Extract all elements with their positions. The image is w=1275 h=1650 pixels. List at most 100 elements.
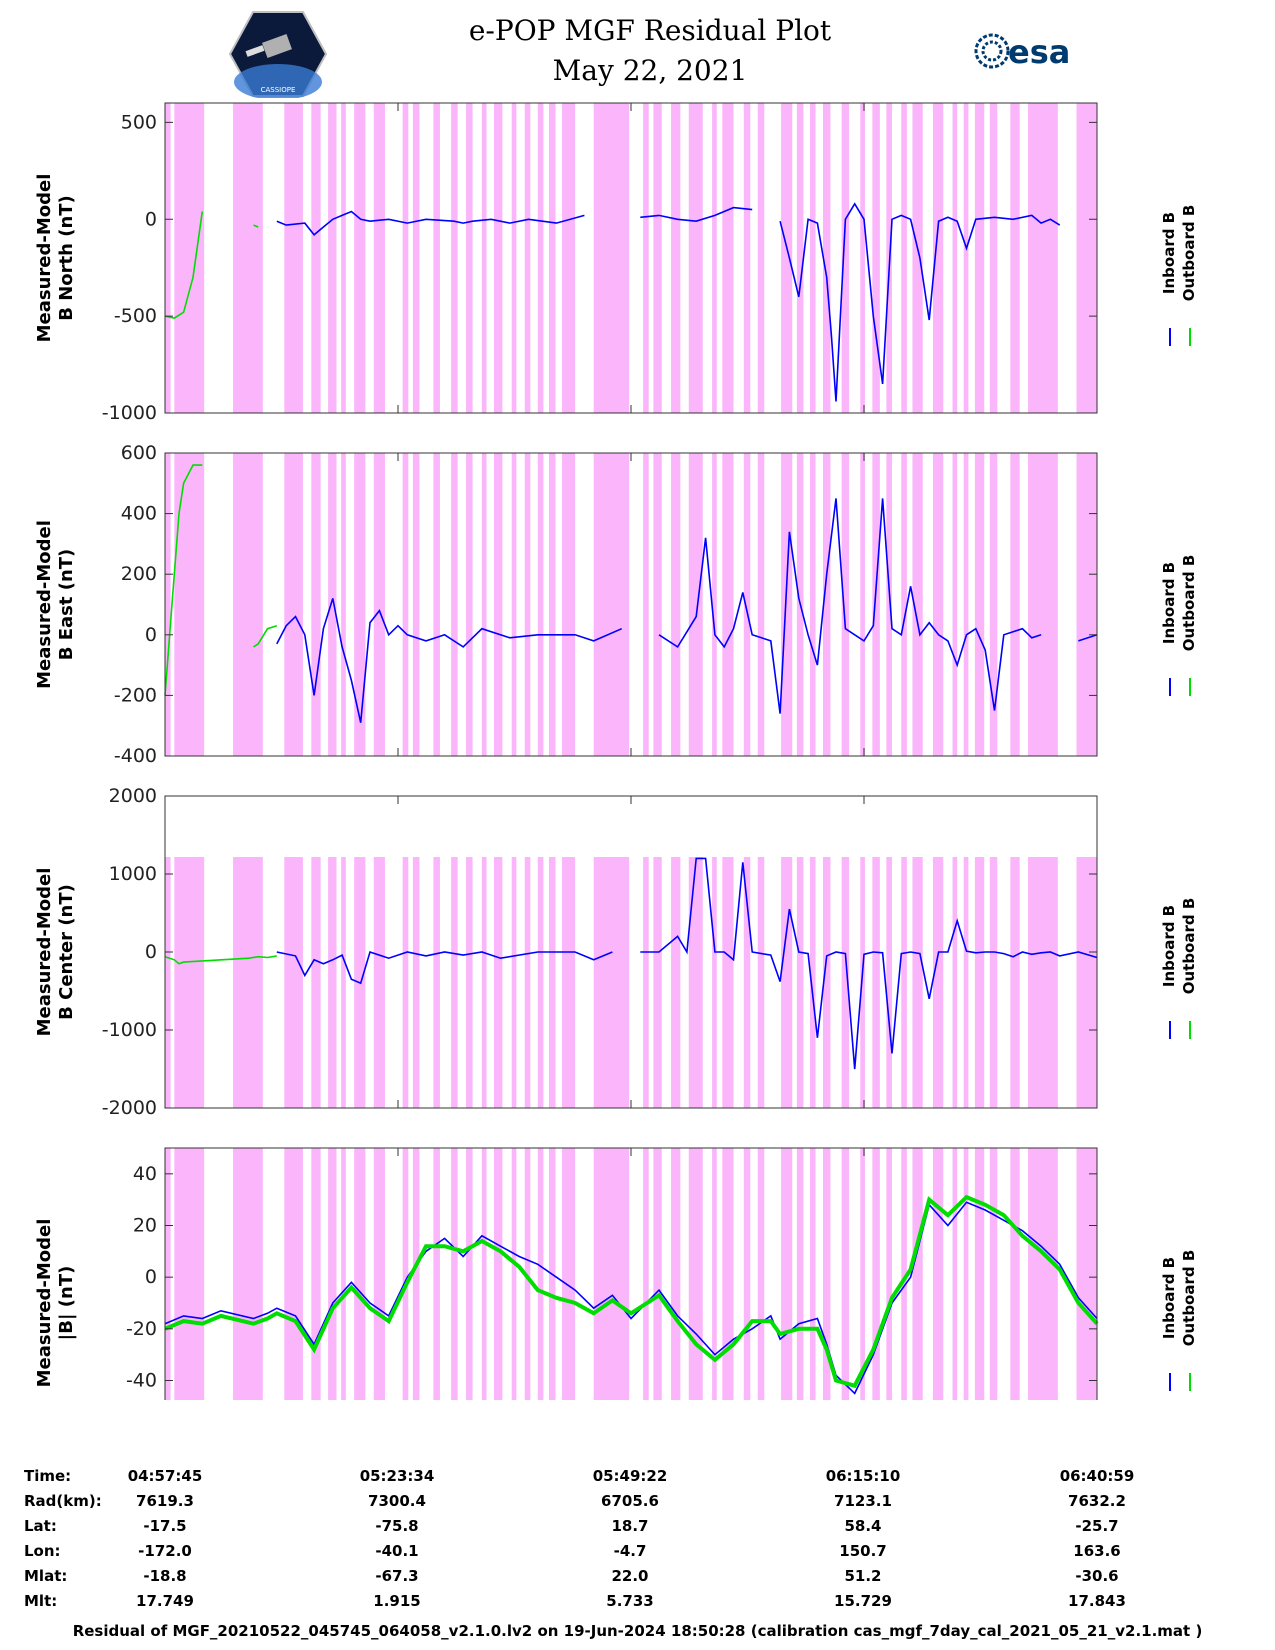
y-tick-label: 0 [145,1266,157,1288]
shade-band [688,857,703,1108]
y-tick-label: -2000 [102,1097,157,1119]
chart-panel-east: 600 400 200 0 -200 -400 Measured-Model B East (… [34,442,1198,767]
shade-band [328,857,337,1108]
shade-band [901,103,907,413]
shade-band [593,1148,630,1400]
esa-logo-text: esa [1008,33,1070,71]
y-tick-label: -40 [126,1370,157,1392]
shade-band [932,453,944,756]
shade-band [952,1148,958,1400]
y-tick-label: -1000 [102,1019,157,1041]
shade-band [524,453,531,756]
info-value: -30.6 [1075,1567,1119,1585]
shade-band [872,103,880,413]
shade-band [1010,1148,1020,1400]
shade-band [841,103,850,413]
shade-band [233,453,263,756]
shade-band [757,453,765,756]
shade-band [653,857,662,1108]
shade-band [1076,857,1097,1108]
shade-band [311,857,321,1108]
shade-band [886,857,892,1108]
shade-band [341,453,346,756]
shade-band [912,857,923,1108]
info-label-lon: Lon: [24,1542,61,1560]
shade-band [712,103,717,413]
shade-band [989,103,998,413]
shade-band [743,453,751,756]
info-label-time: Time: [24,1467,72,1485]
info-label-mlt: Mlt: [24,1592,58,1610]
shade-band [433,103,440,413]
info-value: 1.915 [373,1592,421,1610]
shade-band [743,857,751,1108]
shade-band [174,1148,205,1400]
shade-band [524,1148,531,1400]
legend-label-inboard: Inboard B [1160,1257,1178,1339]
shade-band [901,453,907,756]
series-outboard-line [164,1194,1099,1389]
chart-panel-north: 500 0 -500 -1000 Measured-Model B North (nT) I… [34,102,1198,424]
cassiope-logo: CASSIOPE [228,10,328,100]
shade-band [643,103,649,413]
shade-band [974,103,985,413]
shade-band [963,103,969,413]
shade-band [451,103,458,413]
cassiope-logo-text: CASSIOPE [261,86,296,94]
shade-band [1010,857,1020,1108]
info-value: -18.8 [143,1567,187,1585]
shade-band [174,103,205,413]
shade-band [493,1148,503,1400]
shade-band [341,857,346,1108]
shade-band [402,1148,409,1400]
shade-band [671,1148,681,1400]
info-value: 15.729 [834,1592,892,1610]
shade-band [593,857,630,1108]
shade-band [822,103,831,413]
shade-band [822,453,831,756]
shade-band [481,453,487,756]
shade-band [974,453,985,756]
shade-band [466,857,473,1108]
legend-label-inboard: Inboard B [1160,212,1178,294]
shade-band [562,1148,576,1400]
shade-band [402,857,409,1108]
shade-band [932,1148,944,1400]
shade-band [284,103,303,413]
y-tick-label: 0 [145,624,157,646]
shade-band [653,453,662,756]
shade-band [1028,1148,1058,1400]
shade-band [781,857,793,1108]
shade-band [354,453,366,756]
shade-band [165,453,171,756]
shade-band [511,1148,517,1400]
shade-band [451,1148,458,1400]
shade-band [872,1148,880,1400]
shade-band [860,453,865,756]
shade-band [643,1148,649,1400]
shade-band [311,103,321,413]
info-value: -75.8 [375,1517,419,1535]
shade-band [1076,453,1097,756]
y-tick-label: -1000 [102,402,157,424]
shade-band [524,857,531,1108]
shade-band [796,1148,804,1400]
shade-band [466,1148,473,1400]
info-value: 22.0 [611,1567,649,1585]
shade-band [722,453,734,756]
shade-band [841,453,850,756]
series-outboard-line [164,955,277,965]
shade-band [466,453,473,756]
plot-frame [164,1147,1098,1400]
info-value: 05:49:22 [592,1467,668,1485]
shade-band [872,453,880,756]
info-value: 150.7 [839,1542,887,1560]
shade-band [328,103,337,413]
shade-band [671,857,681,1108]
shade-band [796,103,804,413]
shade-band [781,453,793,756]
shade-band [989,1148,998,1400]
shade-band [341,103,346,413]
shade-band [653,103,662,413]
info-value: 7300.4 [368,1492,426,1510]
